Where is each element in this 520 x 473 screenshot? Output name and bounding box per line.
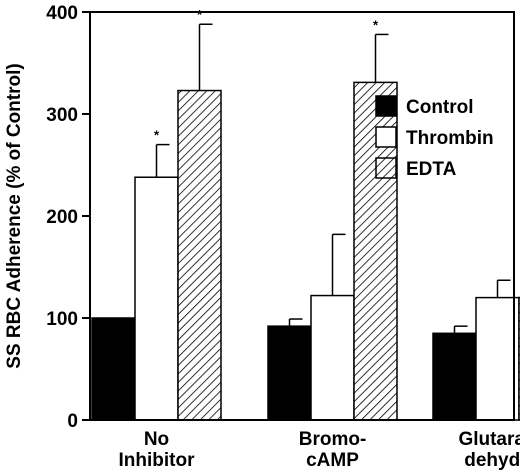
legend-swatch-control [375,95,397,117]
y-tick-label: 100 [46,309,78,330]
y-tick-label: 200 [46,207,78,228]
y-tick-label: 300 [46,105,78,126]
bar-control-0 [91,317,136,421]
y-tick-label: 0 [67,411,78,432]
legend-swatch-edta [375,157,397,179]
legend-label-control: Control [406,97,474,118]
legend-label-thrombin: Thrombin [406,128,494,149]
bar-control-1 [267,325,312,421]
bars [91,81,520,421]
y-axis-title: SS RBC Adherence (% of Control) [4,63,25,368]
significance-markers: * * * [154,7,379,142]
plot-frame [89,11,515,421]
legend: Control Thrombin EDTA [375,95,494,180]
legend-swatch-thrombin [375,126,397,148]
error-bars [155,23,511,334]
bar-thrombin-0 [134,176,179,421]
bar-edta-0 [177,89,222,421]
bar-control-2 [432,332,477,421]
x-category-label: No [144,429,169,450]
x-category-label: cAMP [306,450,359,471]
significance-asterisk: * [154,128,160,143]
x-category-label: Bromo- [299,429,367,450]
legend-label-edta: EDTA [406,159,457,180]
bar-thrombin-1 [310,294,355,421]
x-category-label: Inhibitor [119,450,196,471]
x-category-label: Glutaral- [458,429,520,450]
significance-asterisk: * [373,17,379,32]
y-tick-label: 400 [46,3,78,24]
x-category-label: dehyde [464,450,520,471]
y-axis-ticks: 0 100 200 300 400 [46,3,90,432]
plot-frame-box [89,11,515,421]
bar-thrombin-2 [475,296,520,421]
significance-asterisk: * [197,7,203,22]
